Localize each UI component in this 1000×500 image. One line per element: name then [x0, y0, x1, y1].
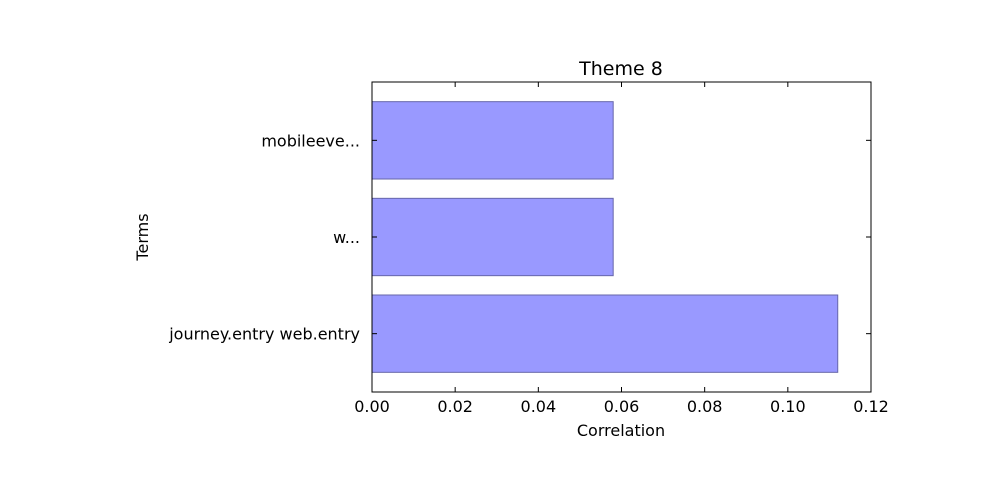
y-tick-label: w...	[333, 228, 360, 247]
x-ticks-group: 0.00 0.02 0.04 0.06 0.08 0.10 0.12	[354, 82, 889, 416]
bar	[371, 294, 839, 373]
chart-title: Theme 8	[578, 58, 663, 80]
bar	[371, 197, 614, 277]
y-tick-label: journey.entry web.entry	[168, 325, 360, 344]
x-tick-label: 0.04	[521, 397, 557, 416]
y-tick-label: mobileeve...	[261, 131, 360, 150]
x-tick-label: 0.12	[853, 397, 889, 416]
x-tick-label: 0.10	[770, 397, 806, 416]
x-tick-label: 0.06	[604, 397, 640, 416]
bars-group	[371, 101, 839, 373]
y-axis-title: Terms	[133, 213, 152, 261]
x-tick-label: 0.00	[354, 397, 390, 416]
x-tick-label: 0.08	[687, 397, 723, 416]
plot-frame	[371, 81, 872, 393]
bar	[371, 101, 614, 180]
x-tick-label: 0.02	[437, 397, 473, 416]
x-axis-title: Correlation	[577, 421, 665, 440]
y-ticks-group: journey.entry web.entry w... mobileeve...	[168, 131, 871, 344]
